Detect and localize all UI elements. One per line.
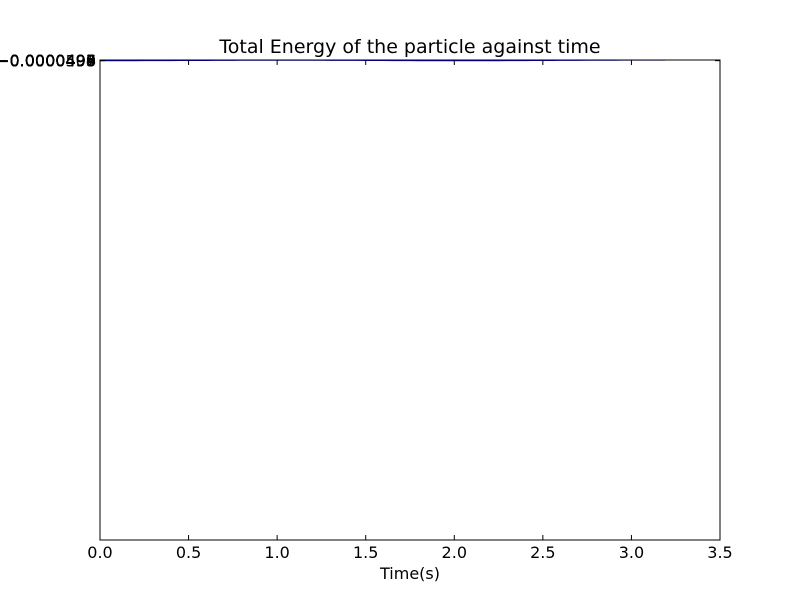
x-tick-label: 2.5 [530,543,555,562]
x-tick-label: 1.5 [353,543,378,562]
x-axis-ticks: 0.0 0.5 1.0 1.5 2.0 2.5 3.0 3.5 [87,60,733,562]
y-tick-label: −0.0000499 [0,52,96,71]
x-tick-label: 0.0 [87,543,112,562]
x-tick-label: 3.5 [707,543,732,562]
y-tick-label: −0.0000498 [0,51,96,70]
y-tick-label: −0.0000496 [0,51,96,70]
x-tick-label: 0.5 [176,543,201,562]
x-axis-label: Time(s) [379,564,440,583]
y-tick-label: −0.0000494 [0,51,96,70]
x-tick-label: 1.0 [264,543,289,562]
y-tick-label: −0.0000495 [0,51,96,70]
y-tick-label: −0.0000497 [0,51,96,70]
x-tick-label: 2.0 [442,543,467,562]
plot-frame [99,59,721,541]
y-tick-label: −0.0000500 [0,52,96,71]
chart-title: Total Energy of the particle against tim… [218,36,600,58]
y-axis-ticks: −0.0000494−0.0000495−0.0000496−0.0000497… [0,51,720,71]
x-tick-label: 3.0 [619,543,644,562]
